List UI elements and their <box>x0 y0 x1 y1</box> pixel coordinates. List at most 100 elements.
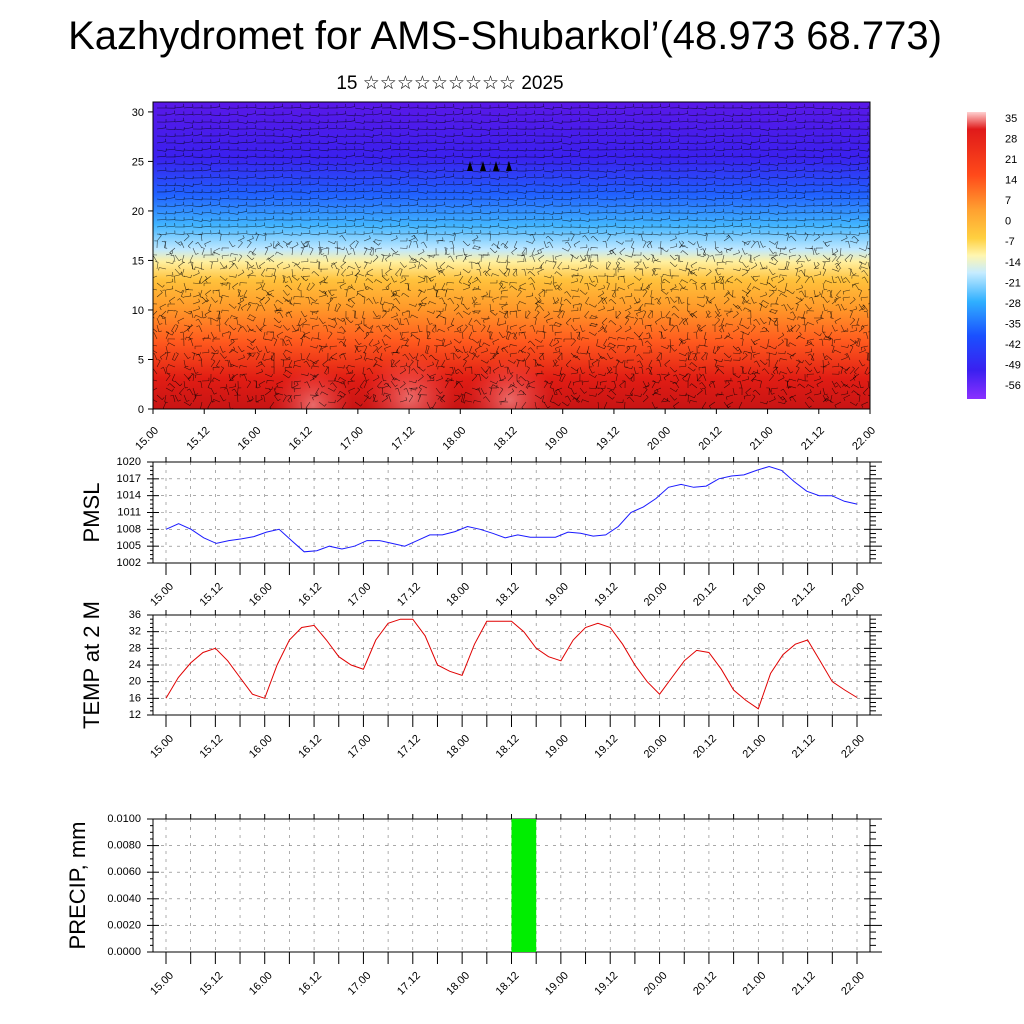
y-tick-label: 36 <box>129 609 141 621</box>
colorbar-label: -7 <box>1005 236 1015 248</box>
x-tick-label: 16.12 <box>296 733 324 761</box>
x-tick-label: 19.00 <box>543 733 571 761</box>
x-tick-label: 15.00 <box>148 581 176 609</box>
colorbar-scale <box>967 112 986 399</box>
x-tick-label: 19.12 <box>592 970 620 998</box>
x-tick-label: 21.12 <box>799 425 827 453</box>
colorbar-label: 7 <box>1005 195 1011 207</box>
y-tick-label: 0.0040 <box>107 893 141 905</box>
y-tick-label: 1008 <box>117 523 141 535</box>
x-tick-label: 21.00 <box>740 581 768 609</box>
pmsl-line <box>165 465 858 553</box>
x-tick-label: 16.12 <box>287 425 315 453</box>
x-tick-label: 15.00 <box>148 970 176 998</box>
x-tick-label: 15.12 <box>198 733 226 761</box>
y-axis-title: PRECIP, mm <box>65 822 90 950</box>
x-tick-label: 17.00 <box>346 970 374 998</box>
x-tick-label: 17.12 <box>395 970 423 998</box>
x-tick-label: 21.12 <box>790 581 818 609</box>
x-tick-label: 19.00 <box>543 581 571 609</box>
x-tick-label: 21.00 <box>740 733 768 761</box>
temp-panel: 12 16 20 24 28 32 36 15.00 15.12 16.00 16.12 17.00 1… <box>79 601 882 761</box>
x-tick-label: 17.12 <box>395 733 423 761</box>
x-tick-label: 21.12 <box>790 970 818 998</box>
x-tick-label: 17.00 <box>346 733 374 761</box>
y-tick-label: 12 <box>129 709 141 721</box>
y-tick-label: 10 <box>132 305 144 317</box>
x-tick-label: 18.12 <box>492 425 520 453</box>
x-tick-label: 20.12 <box>697 425 725 453</box>
y-tick-label: 20 <box>132 206 144 218</box>
y-tick-label: 5 <box>138 354 144 366</box>
colorbar-label: 14 <box>1005 175 1017 187</box>
x-tick-label: 16.00 <box>247 970 275 998</box>
x-tick-label: 20.12 <box>691 581 719 609</box>
y-tick-label: 24 <box>129 659 141 671</box>
y-tick-label: 28 <box>129 642 141 654</box>
colorbar-label: -42 <box>1005 339 1021 351</box>
x-tick-label: 19.12 <box>592 581 620 609</box>
y-tick-label: 1014 <box>117 490 141 502</box>
x-tick-label: 20.00 <box>642 733 670 761</box>
x-tick-label: 18.12 <box>494 733 522 761</box>
y-tick-label: 1011 <box>117 507 141 519</box>
x-tick-label: 22.00 <box>839 733 867 761</box>
x-tick-label: 17.12 <box>395 581 423 609</box>
x-tick-label: 21.12 <box>790 733 818 761</box>
x-tick-label: 19.12 <box>594 425 622 453</box>
x-tick-label: 21.00 <box>740 970 768 998</box>
temp-line <box>165 618 858 710</box>
x-tick-label: 15.12 <box>184 425 212 453</box>
colorbar-label: -28 <box>1005 298 1021 310</box>
chart-title: Kazhydromet for AMS-Shubarkol’(48.973 68… <box>68 14 942 58</box>
x-tick-label: 16.12 <box>296 970 324 998</box>
colorbar-label: -14 <box>1005 257 1021 269</box>
x-tick-label: 18.00 <box>444 581 472 609</box>
precip-bar <box>511 819 537 952</box>
colorbar-label: -56 <box>1005 380 1021 392</box>
x-tick-label: 19.00 <box>543 970 571 998</box>
x-tick-label: 17.00 <box>346 581 374 609</box>
colorbar-label: 21 <box>1005 154 1017 166</box>
y-tick-label: 0.0020 <box>107 919 141 931</box>
x-tick-label: 19.12 <box>592 733 620 761</box>
x-tick-label: 15.00 <box>133 425 161 453</box>
y-tick-label: 16 <box>129 692 141 704</box>
x-tick-label: 21.00 <box>748 425 776 453</box>
y-tick-label: 0.0000 <box>107 946 141 958</box>
x-tick-label: 18.00 <box>444 733 472 761</box>
chart-subtitle: 15 ☆☆☆☆☆☆☆☆☆ 2025 <box>336 73 564 94</box>
colorbar-label: -21 <box>1005 277 1021 289</box>
y-tick-label: 0.0060 <box>107 866 141 878</box>
y-tick-label: 1005 <box>117 540 141 552</box>
colorbar-label: -49 <box>1005 359 1021 371</box>
x-tick-label: 18.12 <box>494 970 522 998</box>
x-tick-label: 20.00 <box>642 581 670 609</box>
colorbar-label: -35 <box>1005 318 1021 330</box>
y-tick-label: 0.0080 <box>107 840 141 852</box>
y-tick-label: 1020 <box>117 456 141 468</box>
x-tick-label: 22.00 <box>850 425 878 453</box>
x-tick-label: 20.00 <box>645 425 673 453</box>
x-tick-label: 16.00 <box>247 733 275 761</box>
x-tick-label: 22.00 <box>839 581 867 609</box>
y-tick-label: 30 <box>132 107 144 119</box>
y-tick-label: 20 <box>129 676 141 688</box>
pmsl-panel: 1002 1005 1008 1011 1014 1017 1020 15.00 15.12 16… <box>79 456 882 609</box>
colorbar: 35 28 21 14 7 0 -7 -14 -21 -28 -35 -42 -49 -56 <box>967 112 1021 399</box>
x-tick-label: 15.12 <box>198 581 226 609</box>
y-tick-label: 15 <box>132 255 144 267</box>
x-tick-label: 20.12 <box>691 733 719 761</box>
x-tick-label: 19.00 <box>543 425 571 453</box>
x-tick-label: 18.12 <box>494 581 522 609</box>
precip-panel: 0.0000 0.0020 0.0040 0.0060 0.0080 0.0100 15.0… <box>65 813 882 998</box>
y-tick-label: 0.0100 <box>107 813 141 825</box>
y-tick-label: 0 <box>138 404 144 416</box>
colorbar-labels: 35 28 21 14 7 0 -7 -14 -21 -28 -35 -42 -49 -56 <box>1005 113 1021 392</box>
y-tick-label: 1017 <box>117 473 141 485</box>
x-tick-label: 20.00 <box>642 970 670 998</box>
x-tick-label: 18.00 <box>440 425 468 453</box>
y-axis-title: PMSL <box>79 483 104 543</box>
colorbar-label: 35 <box>1005 113 1017 125</box>
